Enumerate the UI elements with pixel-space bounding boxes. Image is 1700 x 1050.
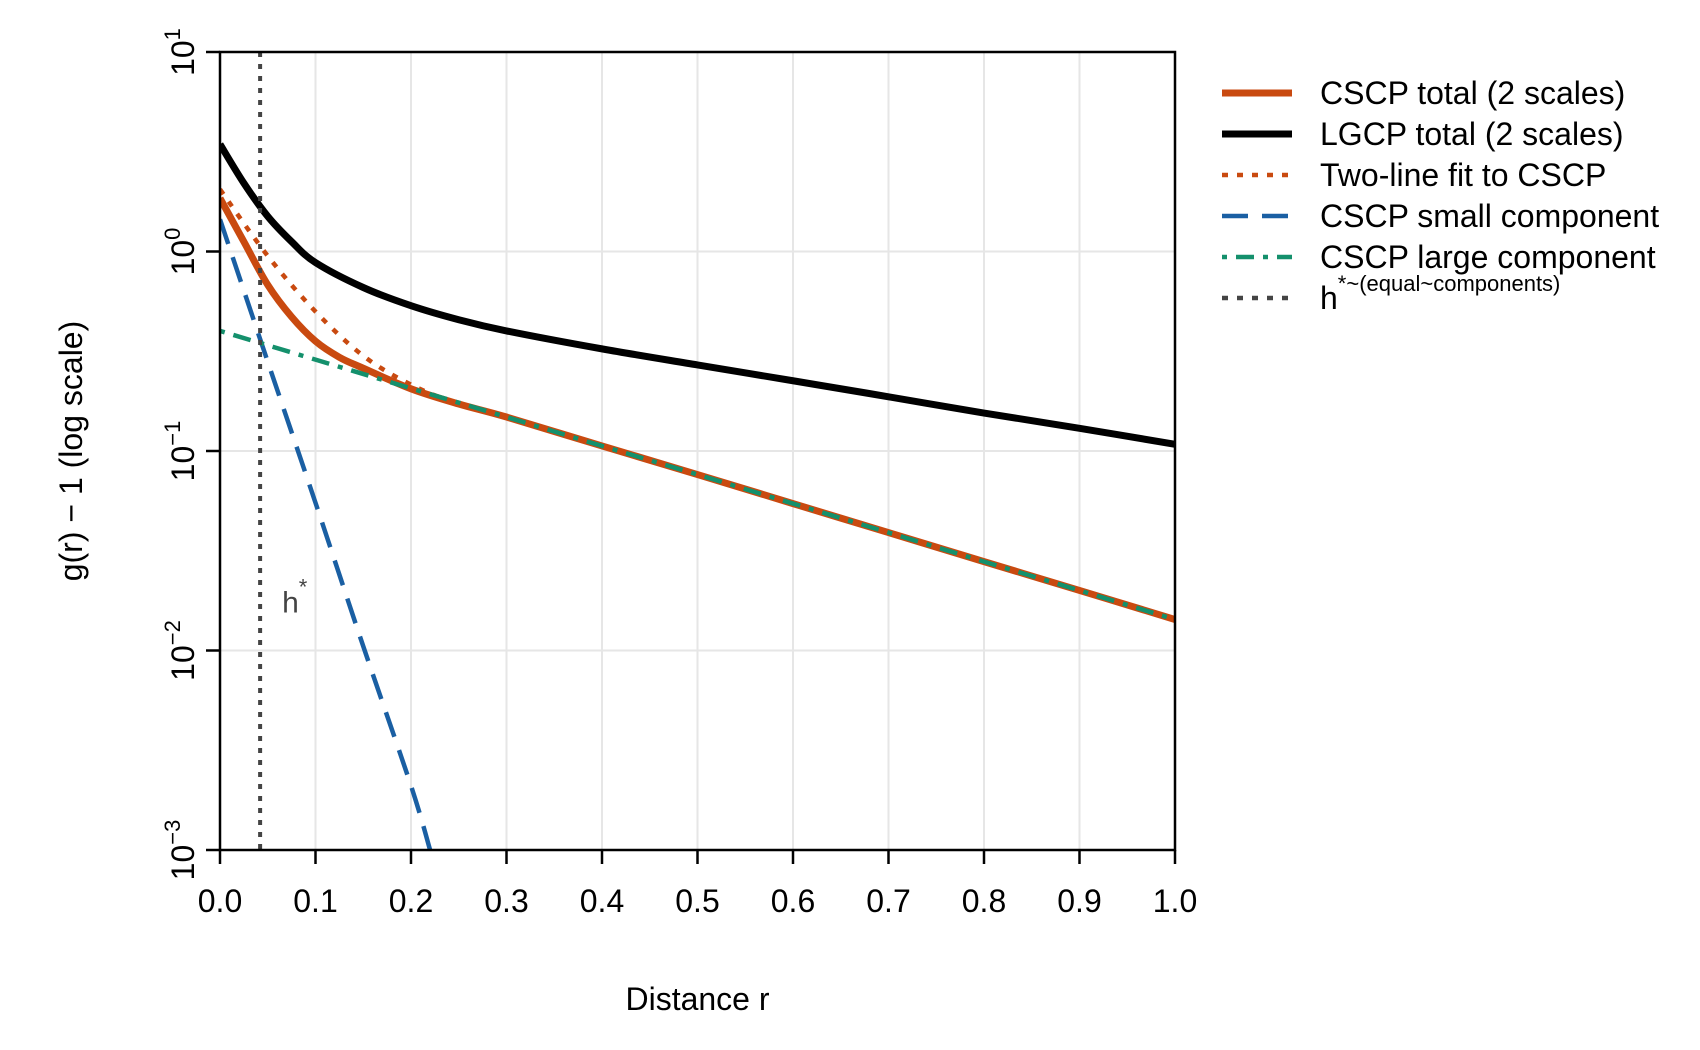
- legend: CSCP total (2 scales) LGCP total (2 scale…: [1222, 75, 1659, 316]
- x-tick-label-10: 1.0: [1153, 883, 1197, 919]
- legend-label-2: Two-line fit to CSCP: [1320, 157, 1606, 193]
- legend-label-5: h*~(equal~components): [1320, 271, 1560, 316]
- x-tick-label-4: 0.4: [580, 883, 624, 919]
- x-tick-label-7: 0.7: [866, 883, 910, 919]
- series-line-3: [220, 218, 433, 850]
- y-tick-label-4: 101: [160, 28, 201, 76]
- x-tick-label-8: 0.8: [962, 883, 1006, 919]
- x-tick-label-5: 0.5: [675, 883, 719, 919]
- annotation-hstar: h*: [282, 575, 308, 620]
- x-axis-label: Distance r: [625, 981, 769, 1017]
- y-tick-label-1: 10−2: [160, 620, 201, 681]
- legend-label-3: CSCP small component: [1320, 198, 1659, 234]
- x-tick-label-1: 0.1: [293, 883, 337, 919]
- x-tick-label-0: 0.0: [198, 883, 242, 919]
- y-axis-label: g(r) − 1 (log scale): [53, 321, 89, 582]
- axes: 0.0 0.1 0.2 0.3 0.4 0.5 0.6 0.7 0.8 0.9 1.0 10−3 10−…: [53, 28, 1197, 1017]
- x-tick-label-9: 0.9: [1057, 883, 1101, 919]
- legend-label-1: LGCP total (2 scales): [1320, 116, 1624, 152]
- legend-label-0: CSCP total (2 scales): [1320, 75, 1625, 111]
- series-line-1: [220, 142, 1175, 448]
- legend-label-4: CSCP large component: [1320, 239, 1656, 275]
- x-tick-label-2: 0.2: [389, 883, 433, 919]
- grid-lines: [219, 51, 1176, 851]
- annotations: h*: [282, 575, 308, 620]
- plot-lines: [220, 52, 1175, 850]
- y-tick-label-0: 10−3: [160, 820, 201, 881]
- y-tick-label-3: 100: [160, 228, 201, 276]
- y-tick-label-2: 10−1: [160, 421, 201, 482]
- x-tick-label-3: 0.3: [484, 883, 528, 919]
- x-tick-label-6: 0.6: [771, 883, 815, 919]
